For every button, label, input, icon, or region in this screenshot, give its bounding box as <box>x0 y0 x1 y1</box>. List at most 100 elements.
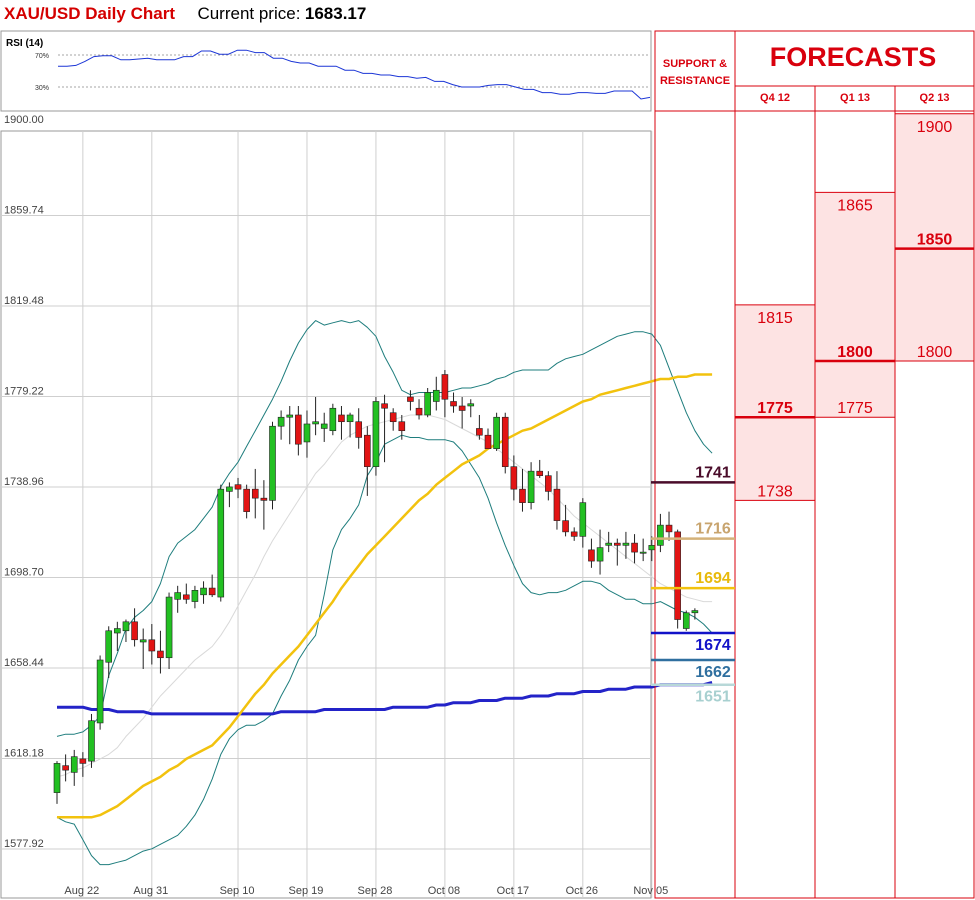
candle-down <box>441 374 449 400</box>
candle <box>53 761 61 804</box>
candle <box>277 410 285 440</box>
forecast-column-header: Q1 13 <box>840 92 870 104</box>
candle <box>251 468 259 519</box>
rsi-tick-label: 70% <box>35 53 49 60</box>
candle <box>536 459 544 478</box>
candle <box>458 396 466 429</box>
candle <box>682 610 690 631</box>
candle-up <box>372 401 380 467</box>
candle <box>338 405 345 440</box>
candle-up <box>493 416 500 449</box>
candle <box>157 630 164 674</box>
candle-down <box>62 765 69 771</box>
forecast-range-fill <box>895 113 974 362</box>
candle-up <box>682 612 690 629</box>
candle-up <box>105 630 113 663</box>
rsi-tick-label: 30% <box>35 85 49 92</box>
forecast-column-header: Q4 12 <box>760 92 790 104</box>
forecast-mid-value: 1775 <box>757 400 793 417</box>
candle-down <box>295 414 302 445</box>
candle <box>424 388 431 418</box>
candle-up <box>346 414 354 423</box>
candle-down <box>588 549 595 562</box>
x-tick-label: Aug 31 <box>133 885 168 897</box>
candle <box>398 414 406 440</box>
forecast-low-value: 1800 <box>917 344 953 361</box>
candle <box>519 468 526 512</box>
support-resistance-value: 1662 <box>695 664 731 681</box>
candle <box>441 370 449 418</box>
x-tick-label: Sep 10 <box>220 885 255 897</box>
candle <box>553 471 561 530</box>
candle <box>579 498 587 548</box>
candle <box>372 396 380 476</box>
candle <box>510 455 518 501</box>
candle <box>545 471 552 501</box>
candle <box>96 655 104 730</box>
candle-down <box>553 488 561 521</box>
candle-down <box>364 434 371 467</box>
candle-up <box>122 621 130 632</box>
candle <box>260 480 268 530</box>
candle-up <box>657 524 664 546</box>
candle-down <box>674 531 681 620</box>
x-tick-label: Aug 22 <box>64 885 99 897</box>
forecast-low-value: 1738 <box>757 483 793 500</box>
candle <box>674 529 681 629</box>
candle-down <box>183 594 190 600</box>
candle <box>295 405 302 456</box>
candle <box>389 408 397 431</box>
forecast-mid-value: 1850 <box>917 232 953 249</box>
candle <box>484 428 492 449</box>
forecast-range-fill <box>735 304 815 501</box>
y-tick-label: 1577.92 <box>4 838 44 850</box>
candle <box>320 412 328 442</box>
rsi-title: RSI (14) <box>6 38 43 49</box>
x-tick-label: Oct 26 <box>566 885 598 897</box>
candle-up <box>217 488 225 598</box>
forecast-high-value: 1815 <box>757 310 793 327</box>
candle <box>605 531 612 553</box>
candle <box>200 581 207 604</box>
candle-up <box>622 542 630 546</box>
rsi-line <box>58 49 651 100</box>
y-tick-label: 1779.22 <box>4 386 44 398</box>
candle-down <box>389 412 397 423</box>
y-tick-label: 1859.74 <box>4 205 44 217</box>
candle <box>450 392 457 413</box>
candle <box>476 414 483 440</box>
ma-long-line <box>57 681 713 716</box>
candle <box>148 624 156 665</box>
candle <box>631 534 638 564</box>
candle-up <box>96 659 104 724</box>
candle <box>79 752 87 777</box>
forecast-mid-value: 1800 <box>837 344 873 361</box>
candle <box>208 574 216 598</box>
candle <box>467 399 475 418</box>
forecast-low-value: 1775 <box>837 400 873 417</box>
candle <box>114 621 121 652</box>
candle-down <box>355 421 363 438</box>
forecast-high-value: 1865 <box>837 197 873 214</box>
x-tick-label: Nov 05 <box>633 885 668 897</box>
forecast-column-header: Q2 13 <box>920 92 950 104</box>
candle-up <box>53 763 61 793</box>
candle-up <box>605 542 612 546</box>
candle-down <box>243 488 250 512</box>
candle-up <box>329 407 337 432</box>
support-resistance-value: 1694 <box>695 570 731 587</box>
current-price-value: 1683.17 <box>304 4 367 23</box>
support-resistance-header: RESISTANCE <box>660 75 730 87</box>
candle-down <box>398 421 406 432</box>
candle-up <box>596 547 604 562</box>
candle <box>122 619 130 643</box>
candle-up <box>312 421 319 425</box>
y-tick-label: 1658.44 <box>4 657 44 669</box>
x-tick-label: Sep 19 <box>289 885 324 897</box>
chart-header: XAU/USD Daily Chart Current price: 1683.… <box>4 4 366 26</box>
candle-up <box>467 403 475 407</box>
candle <box>588 538 595 568</box>
candle <box>613 538 621 566</box>
candle-down <box>407 396 414 402</box>
